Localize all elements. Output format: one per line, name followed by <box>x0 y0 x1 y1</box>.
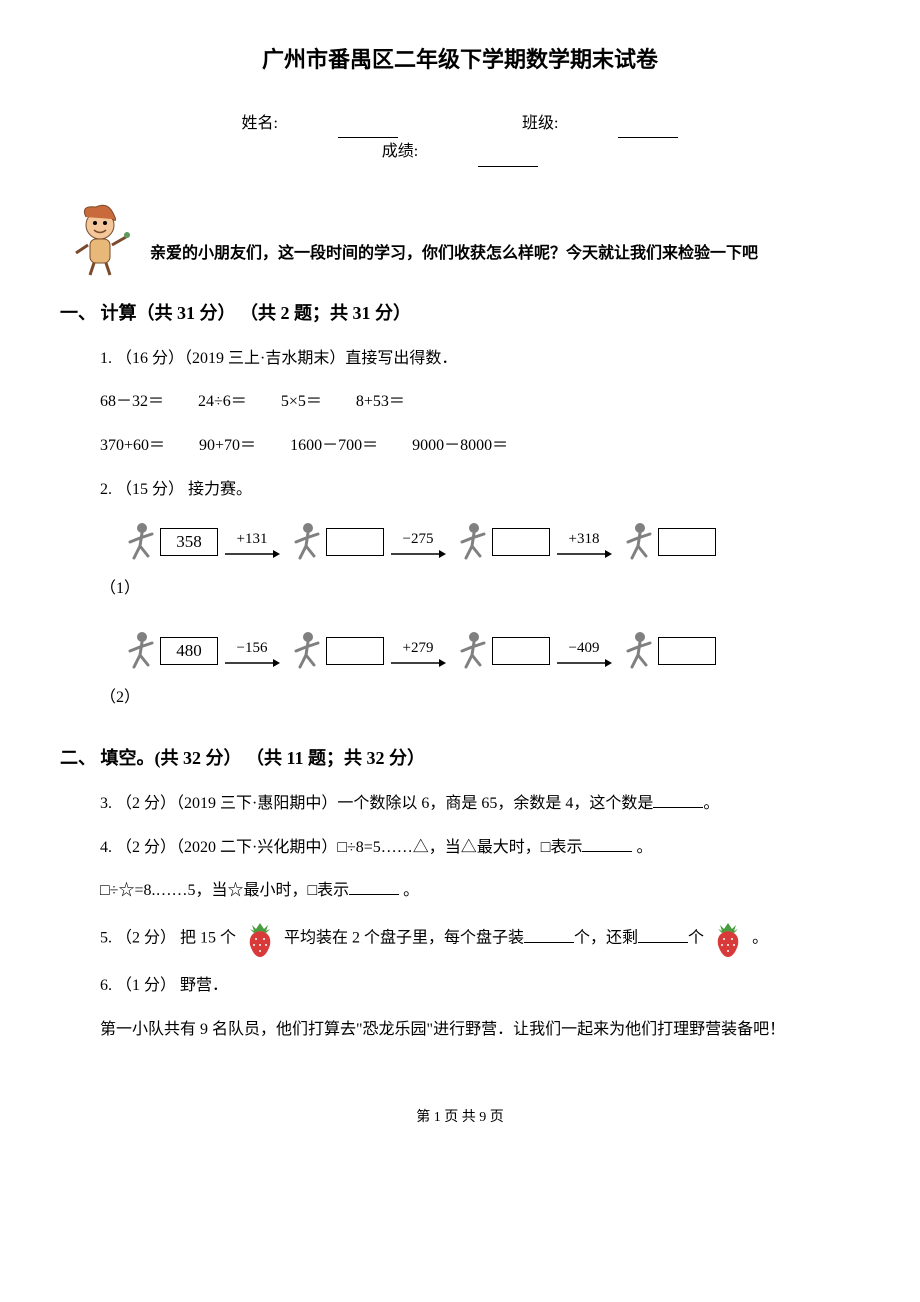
class-label: 班级: <box>522 110 558 139</box>
q5-blank1[interactable] <box>524 926 574 943</box>
relay-blank-box[interactable] <box>658 637 716 665</box>
class-field: 班级: <box>492 110 708 139</box>
q3-prefix: 3. （2 分）（2019 三下·惠阳期中）一个数除以 6，商是 65，余数是 … <box>100 795 653 812</box>
q4-l2-suffix: 。 <box>399 882 419 899</box>
score-blank[interactable] <box>478 150 538 167</box>
q5-blank2[interactable] <box>638 926 688 943</box>
relay1: 358 +131 −275 +318 <box>120 520 860 565</box>
relay1-label: （1） <box>100 575 860 604</box>
relay2-label: （2） <box>100 684 860 713</box>
section2-header: 二、 填空。(共 32 分） （共 11 题；共 32 分） <box>60 742 860 774</box>
page-title: 广州市番禺区二年级下学期数学期末试卷 <box>60 40 860 80</box>
calc-item: 1600－700＝ <box>290 432 378 461</box>
relay-op: −156 <box>222 635 282 668</box>
relay-blank-box[interactable] <box>326 637 384 665</box>
name-field: 姓名: <box>212 110 428 139</box>
q3-suffix: 。 <box>703 795 719 812</box>
mascot-icon <box>60 197 140 277</box>
relay-op: +131 <box>222 526 282 559</box>
q1-row2: 370+60＝ 90+70＝ 1600－700＝ 9000－8000＝ <box>100 432 860 461</box>
q3-blank[interactable] <box>653 791 703 808</box>
intro-row: 亲爱的小朋友们，这一段时间的学习，你们收获怎么样呢？今天就让我们来检验一下吧 <box>60 197 860 277</box>
calc-item: 90+70＝ <box>199 432 256 461</box>
relay-blank-box[interactable] <box>492 637 550 665</box>
runner-icon <box>452 520 492 565</box>
calc-item: 8+53＝ <box>356 388 405 417</box>
q1-row1: 68－32＝ 24÷6＝ 5×5＝ 8+53＝ <box>100 388 860 417</box>
relay2: 480 −156 +279 −409 <box>120 629 860 674</box>
q4-line1: 4. （2 分）（2020 二下·兴化期中）□÷8=5……△，当△最大时，□表示… <box>100 834 860 863</box>
q5-p5: 。 <box>752 930 768 947</box>
runner-icon <box>618 629 658 674</box>
calc-item: 5×5＝ <box>281 388 322 417</box>
name-blank[interactable] <box>338 121 398 138</box>
strawberry-icon <box>244 921 276 957</box>
q6-stem: 6. （1 分） 野营． <box>100 972 860 1001</box>
score-label: 成绩: <box>382 138 418 167</box>
relay-blank-box[interactable] <box>658 528 716 556</box>
runner-icon <box>618 520 658 565</box>
q5-p4: 个 <box>688 930 704 947</box>
runner-icon <box>286 520 326 565</box>
q4-line2: □÷☆=8.……5，当☆最小时，□表示 。 <box>100 877 860 906</box>
q4-l2-prefix: □÷☆=8.……5，当☆最小时，□表示 <box>100 882 349 899</box>
q4-blank1[interactable] <box>582 835 632 852</box>
q4-blank2[interactable] <box>349 878 399 895</box>
intro-text: 亲爱的小朋友们，这一段时间的学习，你们收获怎么样呢？今天就让我们来检验一下吧 <box>150 240 758 277</box>
q4-l1-prefix: 4. （2 分）（2020 二下·兴化期中）□÷8=5……△，当△最大时，□表示 <box>100 839 582 856</box>
runner-icon <box>452 629 492 674</box>
runner-icon <box>120 629 160 674</box>
relay-start-box: 480 <box>160 637 218 665</box>
strawberry-icon <box>712 921 744 957</box>
runner-icon <box>120 520 160 565</box>
calc-item: 68－32＝ <box>100 388 164 417</box>
q5-p3: 个，还剩 <box>574 930 638 947</box>
relay-blank-box[interactable] <box>492 528 550 556</box>
relay-op: +279 <box>388 635 448 668</box>
calc-item: 370+60＝ <box>100 432 165 461</box>
page-footer: 第 1 页 共 9 页 <box>60 1105 860 1130</box>
q5-p2: 平均装在 2 个盘子里，每个盘子装 <box>284 930 524 947</box>
name-label: 姓名: <box>242 110 278 139</box>
calc-item: 9000－8000＝ <box>412 432 508 461</box>
section1-header: 一、 计算（共 31 分） （共 2 题；共 31 分） <box>60 297 860 329</box>
relay-op: −275 <box>388 526 448 559</box>
relay-op: +318 <box>554 526 614 559</box>
class-blank[interactable] <box>618 121 678 138</box>
calc-item: 24÷6＝ <box>198 388 247 417</box>
student-info-row: 姓名: 班级: 成绩: <box>60 110 860 168</box>
runner-icon <box>286 629 326 674</box>
relay-start-box: 358 <box>160 528 218 556</box>
q4-l1-suffix: 。 <box>632 839 652 856</box>
q5: 5. （2 分） 把 15 个 平均装在 2 个盘子里，每个盘子装 个，还剩 个 。 <box>100 921 860 957</box>
q3: 3. （2 分）（2019 三下·惠阳期中）一个数除以 6，商是 65，余数是 … <box>100 790 860 819</box>
relay-op: −409 <box>554 635 614 668</box>
q2-stem: 2. （15 分） 接力赛。 <box>100 476 860 505</box>
relay-blank-box[interactable] <box>326 528 384 556</box>
q1-stem: 1. （16 分）（2019 三上·吉水期末）直接写出得数． <box>100 345 860 374</box>
q6-body: 第一小队共有 9 名队员，他们打算去"恐龙乐园"进行野营．让我们一起来为他们打理… <box>100 1016 860 1045</box>
q5-p1: 5. （2 分） 把 15 个 <box>100 930 236 947</box>
score-field: 成绩: <box>352 138 568 167</box>
